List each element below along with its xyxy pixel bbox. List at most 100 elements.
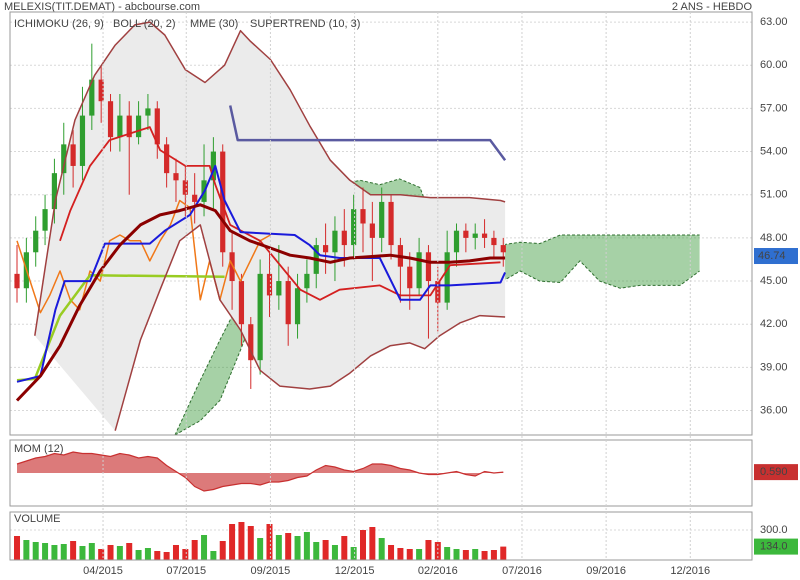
- volume-bar: [481, 551, 488, 560]
- legend-label: MME (30): [190, 18, 238, 30]
- volume-bar: [425, 540, 432, 560]
- candle-body: [453, 230, 460, 253]
- candle-body: [79, 115, 86, 166]
- y-tick-label: 60.00: [760, 59, 788, 71]
- main-frame: [9, 11, 753, 436]
- y-tick-label: 36.00: [760, 404, 788, 416]
- panel-label: MOM (12): [14, 443, 64, 455]
- x-tick-label: 12/2016: [670, 565, 710, 577]
- y-tick-label: 63.00: [760, 16, 788, 28]
- volume-bar: [98, 549, 105, 560]
- candle-body: [322, 245, 329, 253]
- volume-bar: [266, 524, 273, 560]
- volume-bar: [490, 550, 497, 560]
- candle-body: [154, 108, 160, 145]
- mom-frame: [9, 439, 753, 507]
- candle-body: [164, 144, 170, 174]
- indicator-line: [59, 126, 501, 301]
- candle-body: [332, 230, 338, 253]
- volume-bar: [163, 552, 170, 560]
- volume-bar: [313, 542, 320, 560]
- candle-body: [145, 108, 151, 116]
- candle-body: [500, 245, 506, 253]
- candle-body: [276, 281, 282, 296]
- candle-body: [463, 230, 469, 238]
- chart-subtitle: 2 ANS - HEBDO: [672, 1, 753, 13]
- candle-body: [182, 180, 188, 195]
- volume-bar: [331, 545, 338, 560]
- volume-bar: [107, 545, 114, 560]
- volume-bar: [247, 526, 254, 560]
- candle-body: [135, 115, 142, 138]
- candle-body: [425, 252, 432, 282]
- candle-body: [407, 266, 413, 289]
- volume-bar: [182, 549, 189, 560]
- y-tick-label: 39.00: [760, 361, 788, 373]
- volume-bar: [191, 540, 198, 560]
- volume-bar: [79, 546, 86, 560]
- candle-body: [257, 273, 263, 361]
- labels: 36.00 39.00 42.00 45.00 48.00 51.00 54.00 57.00…: [14, 12, 798, 577]
- candle-body: [266, 273, 273, 296]
- candle-body: [220, 151, 226, 253]
- candle-body: [126, 115, 132, 138]
- candle-body: [107, 101, 114, 138]
- candle-body: [379, 201, 385, 238]
- mom-line: [16, 451, 504, 492]
- volume-bar: [229, 524, 236, 560]
- volume-bar: [135, 550, 142, 560]
- x-tick-label: 02/2016: [418, 565, 458, 577]
- candle-body: [360, 209, 366, 224]
- candle-body: [248, 324, 254, 361]
- price-tag-label: 46.74: [758, 250, 786, 262]
- candle-body: [51, 173, 58, 210]
- volume-bar: [406, 549, 413, 560]
- legend-label: SUPERTREND (10, 3): [250, 18, 360, 30]
- panel-label: VOLUME: [14, 513, 60, 525]
- volume-bar: [51, 545, 58, 560]
- volume-bar: [294, 536, 301, 560]
- volume-bar: [172, 545, 179, 560]
- candle-body: [304, 273, 310, 289]
- indicator-line: [16, 164, 507, 383]
- candle-body: [388, 201, 394, 246]
- x-tick-label: 04/2015: [83, 565, 123, 577]
- main-plot: [10, 21, 752, 435]
- volume-bar: [42, 543, 49, 560]
- candle-body: [192, 194, 198, 202]
- candle-body: [210, 151, 216, 181]
- candle-body: [294, 288, 301, 325]
- chart-title: MELEXIS(TIT.DEMAT) - abcbourse.com: [4, 1, 200, 13]
- legend-label: BOLL (20, 2): [113, 18, 176, 30]
- candle-body: [444, 252, 450, 303]
- candle-body: [238, 281, 245, 325]
- indicator-line: [15, 203, 506, 402]
- candle-body: [229, 252, 235, 282]
- volume-bar: [275, 535, 282, 560]
- x-tick-label: 09/2015: [251, 565, 291, 577]
- value-tag: [754, 464, 798, 481]
- volume-bar: [210, 551, 217, 560]
- volume-bar: [219, 541, 226, 560]
- candle-body: [70, 144, 76, 166]
- x-tick-label: 12/2015: [335, 565, 375, 577]
- volume-bar: [350, 547, 357, 560]
- candle-body: [351, 209, 357, 246]
- y-tick-label: 42.00: [760, 318, 788, 330]
- volume-bar: [14, 536, 21, 560]
- volume-frame: [9, 511, 753, 561]
- band-fill: [34, 22, 506, 431]
- volume-bar: [462, 550, 469, 560]
- candle-body: [285, 281, 291, 325]
- volume-bar: [32, 542, 39, 560]
- candle-body: [341, 230, 347, 246]
- volume-bar: [60, 544, 67, 560]
- indicator-line: [228, 105, 507, 161]
- candle-body: [435, 281, 441, 303]
- volume-bar: [397, 548, 404, 560]
- x-tick-label: 07/2015: [166, 565, 206, 577]
- y-tick-label: 54.00: [760, 145, 788, 157]
- candle-body: [481, 233, 488, 238]
